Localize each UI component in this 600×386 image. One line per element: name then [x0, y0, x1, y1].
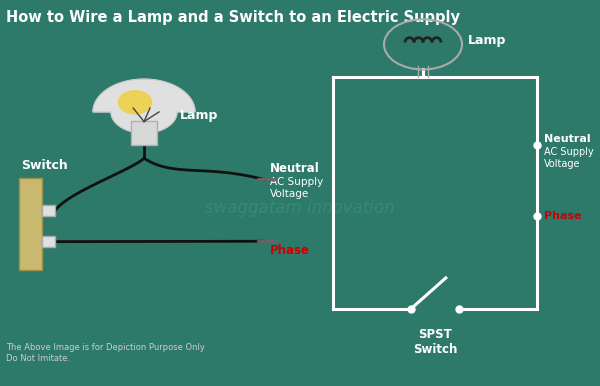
Polygon shape [93, 79, 195, 133]
Text: Phase: Phase [270, 244, 310, 257]
Text: Neutral: Neutral [544, 134, 591, 144]
Text: AC Supply
Voltage: AC Supply Voltage [544, 147, 594, 169]
Ellipse shape [119, 91, 151, 114]
Bar [19, 178, 42, 270]
Text: SPST
Switch: SPST Switch [413, 328, 457, 356]
Text: Phase: Phase [544, 211, 582, 221]
Bar [42, 205, 55, 216]
Text: Neutral: Neutral [270, 162, 320, 175]
Text: How to Wire a Lamp and a Switch to an Electric Supply: How to Wire a Lamp and a Switch to an El… [6, 10, 460, 25]
FancyBboxPatch shape [131, 121, 157, 145]
Bar [42, 236, 55, 247]
Text: AC Supply
Voltage: AC Supply Voltage [270, 177, 323, 199]
Text: Lamp: Lamp [468, 34, 506, 47]
Text: Switch: Switch [21, 159, 68, 173]
Text: The Above Image is for Depiction Purpose Only
Do Not Imitate.: The Above Image is for Depiction Purpose… [6, 344, 205, 363]
Text: swaggatam innovation: swaggatam innovation [205, 200, 395, 217]
Text: Lamp: Lamp [180, 109, 218, 122]
